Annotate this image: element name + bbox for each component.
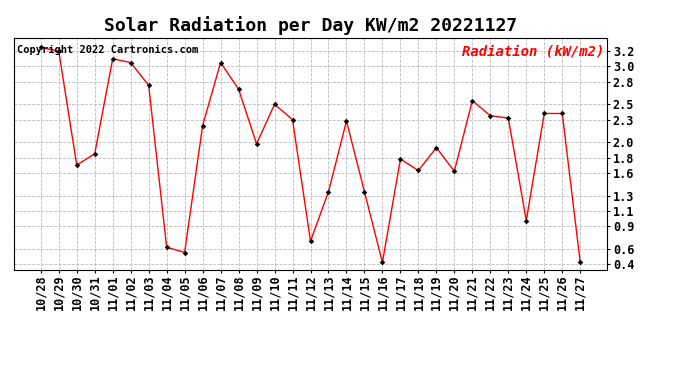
Point (107, 56, 118, 62)
Point (557, 111, 568, 117)
Point (53, 48, 64, 54)
Point (197, 123, 208, 129)
Point (287, 117, 298, 123)
Point (341, 118, 352, 124)
Point (215, 60, 226, 66)
Point (323, 189, 334, 195)
Point (413, 168, 424, 174)
Point (269, 101, 280, 107)
Text: Radiation (kW/m2): Radiation (kW/m2) (462, 45, 604, 58)
Point (89, 151, 100, 157)
Point (467, 98, 478, 104)
Point (359, 189, 370, 195)
Title: Solar Radiation per Day KW/m2 20221127: Solar Radiation per Day KW/m2 20221127 (104, 16, 517, 34)
Point (71, 162, 82, 168)
Point (521, 217, 532, 223)
Point (125, 60, 136, 66)
Point (485, 113, 496, 119)
Point (305, 238, 316, 244)
Point (377, 260, 388, 266)
Point (161, 244, 172, 250)
Point (35, 44, 46, 50)
Point (539, 111, 550, 117)
Point (395, 156, 406, 162)
Point (251, 141, 262, 147)
Text: Copyright 2022 Cartronics.com: Copyright 2022 Cartronics.com (17, 45, 198, 54)
Point (448, 168, 460, 174)
Point (431, 145, 442, 151)
Point (233, 86, 244, 92)
Point (575, 260, 586, 266)
Point (179, 249, 190, 255)
Point (503, 115, 514, 121)
Point (143, 82, 154, 88)
